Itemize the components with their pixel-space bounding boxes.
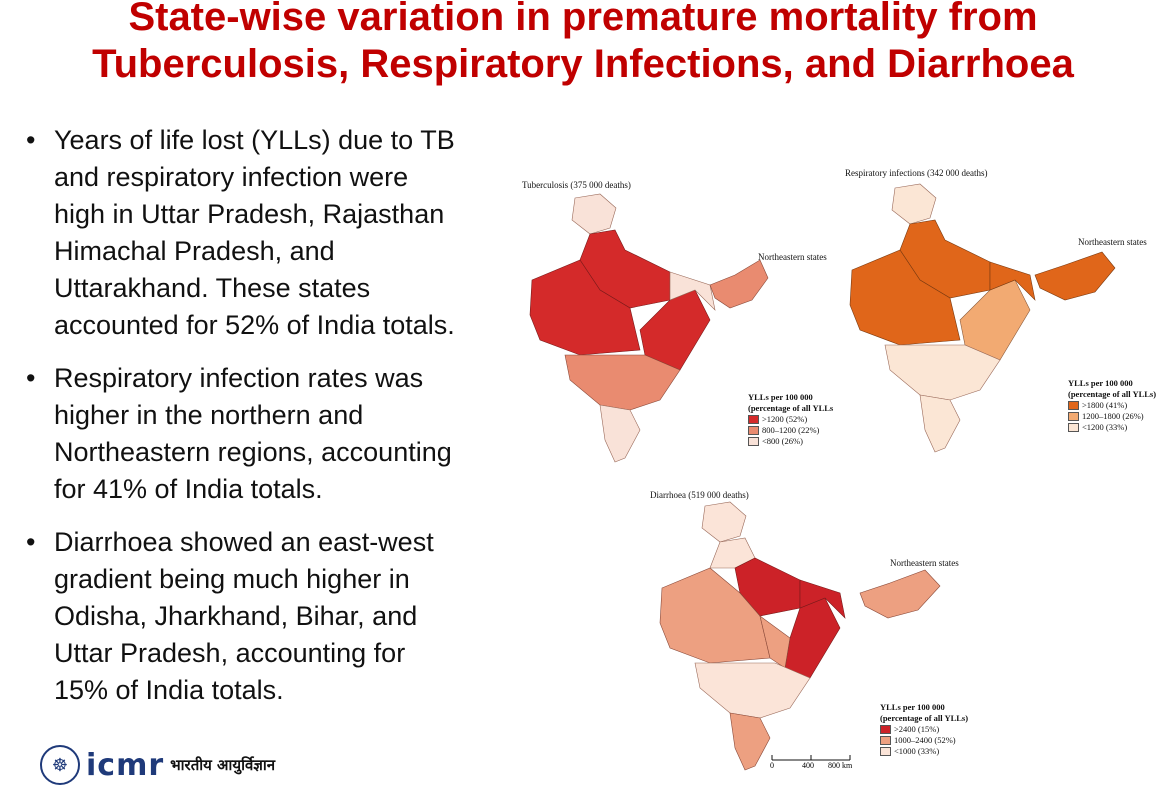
bullet-line: higher in the northern and	[54, 400, 364, 430]
tb-legend: YLLs per 100 000 (percentage of all YLLs…	[748, 392, 833, 447]
legend-label: <1200 (33%)	[1082, 422, 1128, 432]
legend-title: YLLs per 100 000	[880, 702, 945, 712]
bullet-list: Years of life lost (YLLs) due to TB and …	[24, 122, 524, 725]
bullet-line: 15% of India totals.	[54, 675, 284, 705]
legend-item: <1200 (33%)	[1068, 422, 1156, 433]
tb-region-south	[599, 404, 641, 463]
legend-subtitle: (percentage of all YLLs)	[1068, 389, 1157, 399]
tb-map	[529, 193, 769, 463]
scale-bar: 0 400 800 km	[768, 752, 858, 772]
resp-ne-label: Northeastern states	[1078, 237, 1147, 247]
legend-title: YLLs per 100 000	[748, 392, 813, 402]
bullet-line: Diarrhoea showed an east-west	[54, 527, 434, 557]
bullet-line: Uttarakhand. These states	[54, 273, 371, 303]
scale-label-zero: 0	[770, 761, 774, 770]
legend-label: 1000–2400 (52%)	[894, 735, 956, 745]
resp-region-ne	[1034, 251, 1116, 301]
legend-item: >2400 (15%)	[880, 724, 968, 735]
bullet-item: Years of life lost (YLLs) due to TB and …	[24, 122, 524, 344]
diar-region-east	[784, 597, 841, 679]
diar-region-south	[729, 712, 771, 771]
resp-map-title: Respiratory infections (342 000 deaths)	[845, 168, 988, 178]
legend-label: <800 (26%)	[762, 436, 803, 446]
bullet-line: Years of life lost (YLLs) due to TB	[54, 125, 455, 155]
legend-item: 1200–1800 (26%)	[1068, 411, 1156, 422]
hindi-tagline: भारतीय आयुर्विज्ञान	[170, 756, 276, 774]
legend-label: >1800 (41%)	[1082, 400, 1128, 410]
legend-swatch	[880, 725, 891, 734]
scale-bar-line	[771, 755, 851, 761]
legend-item: >1200 (52%)	[748, 414, 833, 425]
emblem-icon: ☸	[40, 745, 80, 785]
diar-region-jk	[701, 501, 747, 543]
diar-legend: YLLs per 100 000 (percentage of all YLLs…	[880, 702, 968, 757]
footer-logo: ☸ icmr भारतीय आयुर्विज्ञान	[40, 745, 275, 785]
title-line-2: Tuberculosis, Respiratory Infections, an…	[92, 42, 1074, 86]
resp-legend: YLLs per 100 000 (percentage of all YLLs…	[1068, 378, 1156, 433]
legend-swatch	[1068, 401, 1079, 410]
legend-swatch	[748, 437, 759, 446]
bullet-line: Northeastern regions, accounting	[54, 437, 452, 467]
bullet-line: Uttar Pradesh, accounting for	[54, 638, 406, 668]
bullet-item: Respiratory infection rates was higher i…	[24, 360, 524, 508]
legend-swatch	[1068, 423, 1079, 432]
bullet-line: Odisha, Jharkhand, Bihar, and	[54, 601, 418, 631]
bullet-line: high in Uttar Pradesh, Rajasthan	[54, 199, 445, 229]
legend-item: <1000 (33%)	[880, 746, 968, 757]
legend-swatch	[880, 736, 891, 745]
bullet-line: gradient being much higher in	[54, 564, 410, 594]
legend-swatch	[880, 747, 891, 756]
legend-swatch	[748, 426, 759, 435]
diar-ne-label: Northeastern states	[890, 558, 959, 568]
tb-region-east-light	[669, 271, 716, 311]
resp-map	[849, 183, 1116, 453]
legend-item: >1800 (41%)	[1068, 400, 1156, 411]
tb-region-ne	[709, 259, 769, 309]
legend-label: 1200–1800 (26%)	[1082, 411, 1144, 421]
scale-label-mid: 400	[802, 761, 814, 770]
bullet-line: for 41% of India totals.	[54, 474, 323, 504]
tb-region-jk	[571, 193, 617, 235]
diar-region-south-mid	[694, 662, 811, 719]
legend-item: <800 (26%)	[748, 436, 833, 447]
legend-swatch	[748, 415, 759, 424]
title-line-1: State-wise variation in premature mortal…	[128, 0, 1038, 39]
bullet-line: accounted for 52% of India totals.	[54, 310, 455, 340]
diar-region-bihar	[799, 579, 846, 619]
legend-item: 800–1200 (22%)	[748, 425, 833, 436]
bullet-line: and respiratory infection were	[54, 162, 409, 192]
resp-region-west	[849, 249, 961, 346]
bullet-line: Himachal Pradesh, and	[54, 236, 335, 266]
scale-label-end: 800 km	[828, 761, 853, 770]
icmr-logo: icmr	[86, 747, 165, 783]
legend-subtitle: (percentage of all YLLs)	[880, 713, 969, 723]
legend-label: <1000 (33%)	[894, 746, 940, 756]
resp-region-east2	[989, 261, 1036, 301]
resp-region-jk	[891, 183, 937, 225]
legend-label: 800–1200 (22%)	[762, 425, 820, 435]
legend-swatch	[1068, 412, 1079, 421]
legend-subtitle: (percentage of all YLLs	[748, 403, 834, 413]
bullet-item: Diarrhoea showed an east-west gradient b…	[24, 524, 524, 709]
resp-region-south-mid	[884, 344, 1001, 401]
legend-label: >2400 (15%)	[894, 724, 940, 734]
tb-ne-label: Northeastern states	[758, 252, 827, 262]
resp-region-south	[919, 394, 961, 453]
tb-region-west	[529, 259, 641, 356]
tb-region-south-mid	[564, 354, 681, 411]
slide-title: State-wise variation in premature mortal…	[0, 0, 1166, 88]
legend-item: 1000–2400 (52%)	[880, 735, 968, 746]
legend-label: >1200 (52%)	[762, 414, 808, 424]
diar-map-title: Diarrhoea (519 000 deaths)	[650, 490, 749, 500]
bullet-line: Respiratory infection rates was	[54, 363, 424, 393]
diar-map	[659, 501, 941, 771]
tb-map-title: Tuberculosis (375 000 deaths)	[522, 180, 631, 190]
diar-region-ne	[859, 569, 941, 619]
legend-title: YLLs per 100 000	[1068, 378, 1133, 388]
